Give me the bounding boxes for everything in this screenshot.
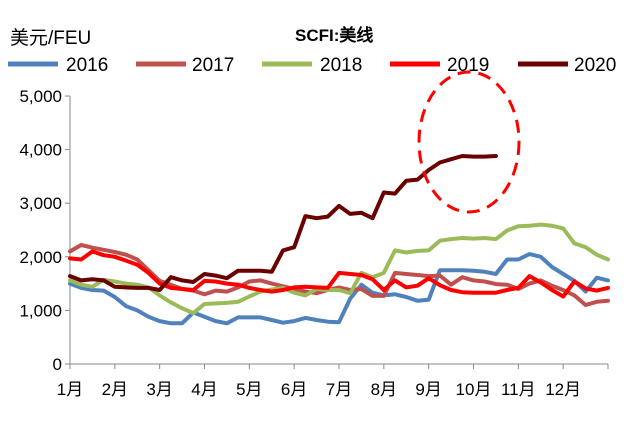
y-tick-label: 2,000 [19, 248, 62, 267]
chart-title: SCFI:美线 [295, 25, 373, 45]
x-tick-label: 1月 [57, 380, 83, 399]
x-tick-label: 5月 [236, 380, 262, 399]
y-tick-label: 3,000 [19, 194, 62, 213]
x-axis-ticks: 1月 2月 3月 4月 5月 6月 7月 8月 9月 10月 11月 12月 [57, 364, 609, 399]
x-tick-label: 7月 [326, 380, 352, 399]
y-tick-label: 5,000 [19, 87, 62, 106]
x-tick-label: 12月 [545, 380, 581, 399]
series-layer [68, 154, 610, 326]
y-axis-unit-label: 美元/FEU [10, 27, 91, 49]
legend-label-2016: 2016 [66, 55, 108, 76]
y-tick-label: 4,000 [19, 141, 62, 160]
series-line-2019 [68, 249, 610, 299]
x-tick-label: 9月 [415, 380, 441, 399]
series-line-2018 [68, 222, 610, 316]
legend-label-2018: 2018 [320, 55, 362, 76]
y-tick-label: 1,000 [19, 301, 62, 320]
x-tick-label: 3月 [146, 380, 172, 399]
x-tick-label: 10月 [456, 380, 492, 399]
y-tick-label: 0 [53, 355, 62, 374]
x-tick-label: 2月 [102, 380, 128, 399]
x-tick-label: 8月 [371, 380, 397, 399]
highlight-ellipse-annotation [417, 70, 521, 214]
y-axis-ticks: 5,000 4,000 3,000 2,000 1,000 0 [19, 87, 70, 374]
x-tick-label: 4月 [191, 380, 217, 399]
series-line-2020 [68, 154, 498, 292]
x-tick-label: 11月 [501, 380, 536, 399]
x-tick-label: 6月 [281, 380, 307, 399]
legend: 2016 2017 2018 2019 2020 [8, 55, 616, 76]
legend-label-2017: 2017 [192, 55, 234, 76]
legend-label-2020: 2020 [574, 55, 616, 76]
legend-label-2019: 2019 [447, 55, 489, 76]
series-line-2016 [68, 252, 610, 326]
